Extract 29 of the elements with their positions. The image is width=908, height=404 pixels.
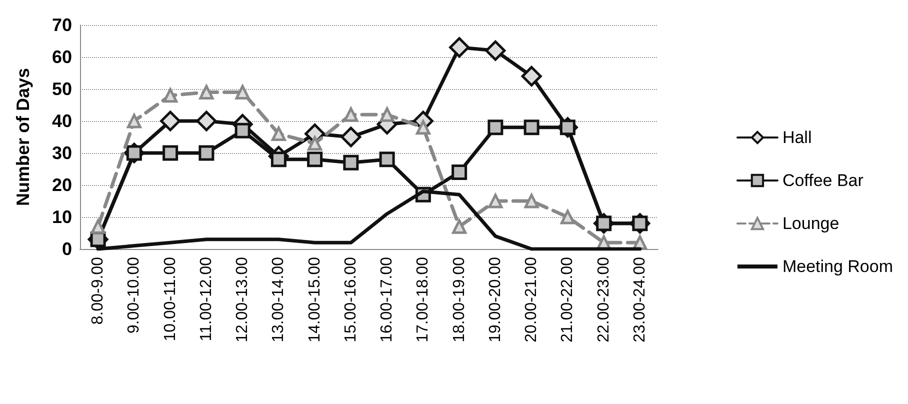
y-tick-label: 0 (62, 239, 72, 259)
x-tick-label: 16.00-17.00 (378, 256, 396, 342)
y-tick-label: 30 (52, 143, 72, 163)
x-tick-label: 14.00-15.00 (306, 256, 324, 342)
y-axis-title: Number of Days (13, 68, 33, 206)
x-tick-label: 8.00-9.00 (90, 256, 107, 325)
x-tick-label: 23.00-24.00 (631, 256, 648, 342)
x-tick-label: 11.00-12.00 (198, 256, 215, 342)
x-tick-label: 22.00-23.00 (595, 256, 612, 342)
x-tick-label: 21.00-22.00 (559, 256, 576, 342)
x-tick-label: 15.00-16.00 (342, 256, 360, 342)
y-tick-label: 60 (52, 47, 72, 67)
y-tick-label: 50 (52, 79, 72, 99)
x-tick-label: 13.00-14.00 (270, 256, 288, 342)
x-tick-label: 17.00-18.00 (414, 256, 432, 342)
legend-label: Coffee Bar (782, 171, 864, 190)
x-tick-label: 19.00-20.00 (486, 256, 504, 342)
x-tick-label: 9.00-10.00 (126, 256, 143, 334)
y-tick-label: 70 (52, 15, 72, 35)
x-tick-label: 18.00-19.00 (450, 256, 468, 342)
y-tick-label: 20 (52, 175, 72, 195)
legend-label: Meeting Room (782, 257, 894, 276)
y-tick-label: 40 (52, 111, 72, 131)
x-tick-label: 12.00-13.00 (234, 256, 252, 342)
y-tick-label: 10 (52, 207, 72, 227)
legend-label: Lounge (782, 214, 840, 233)
legend-label: Hall (782, 128, 812, 147)
x-tick-label: 10.00-11.00 (162, 256, 179, 342)
x-tick-label: 20.00-21.00 (523, 256, 540, 342)
